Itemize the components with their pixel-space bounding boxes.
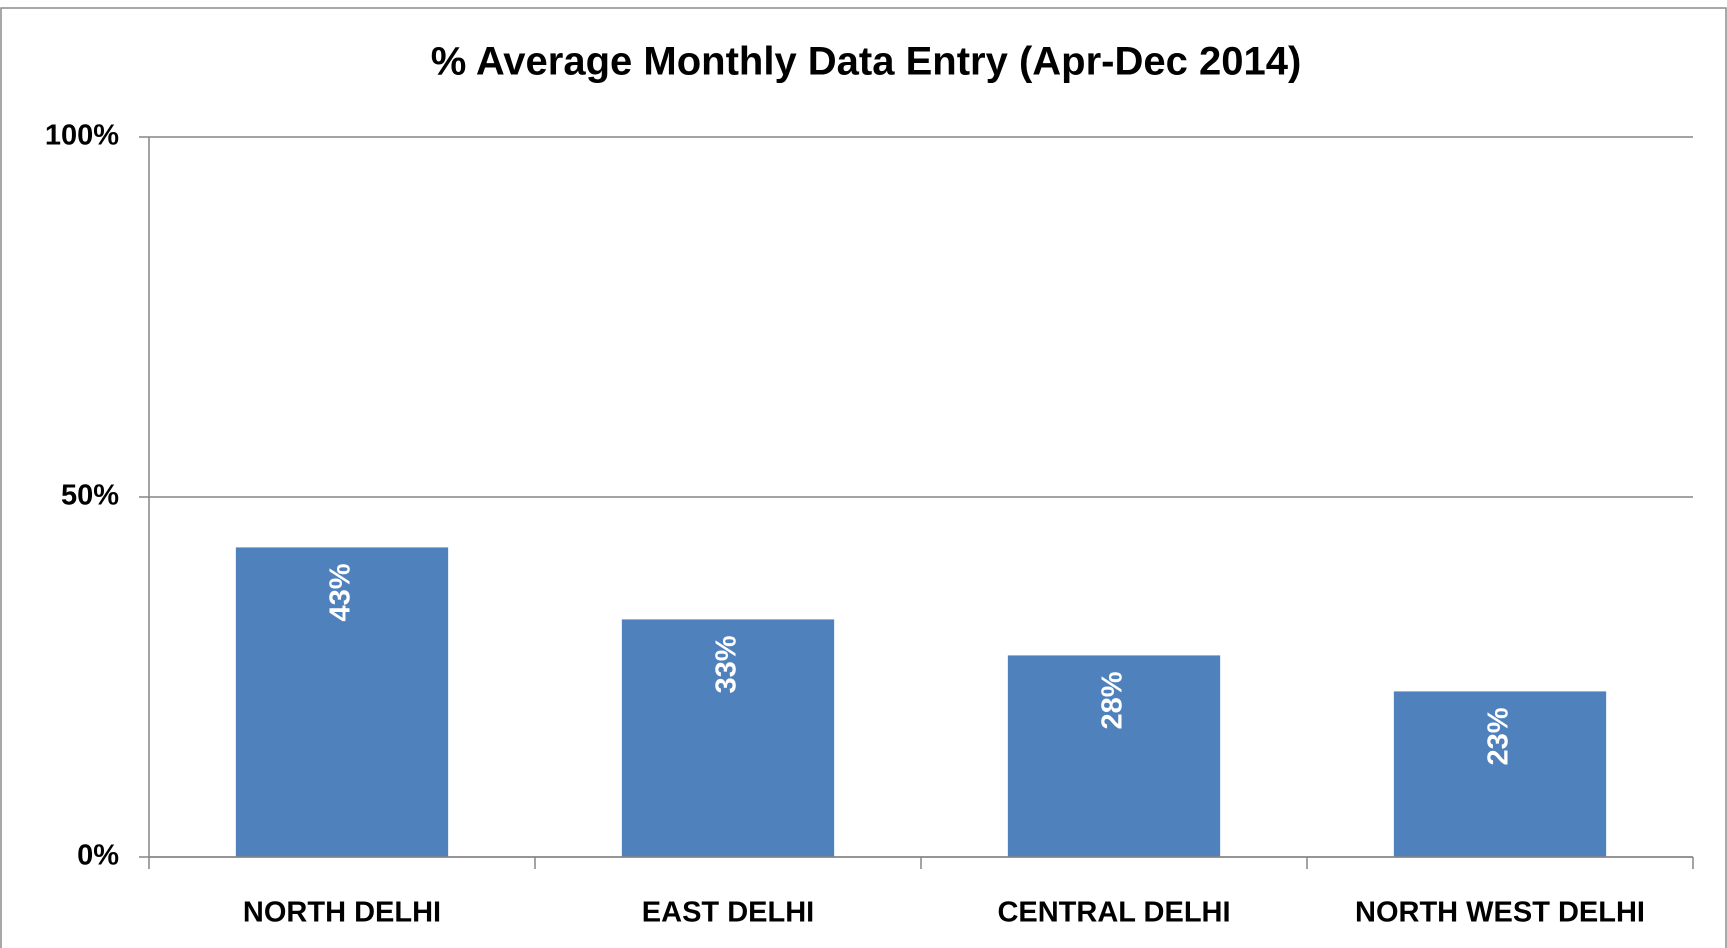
bar — [1393, 691, 1607, 857]
x-tick-label: CENTRAL DELHI — [997, 897, 1230, 929]
bar — [235, 547, 449, 857]
bar — [621, 619, 835, 857]
value-label: 23% — [1483, 707, 1515, 765]
y-tick-label: 50% — [61, 480, 119, 512]
value-label: 43% — [325, 563, 357, 621]
x-tick-label: EAST DELHI — [642, 897, 814, 929]
value-label: 33% — [711, 635, 743, 693]
y-tick-label: 100% — [45, 120, 119, 152]
x-tick-label: NORTH DELHI — [243, 897, 441, 929]
chart-title: % Average Monthly Data Entry (Apr-Dec 20… — [431, 40, 1302, 84]
x-tick-label: NORTH WEST DELHI — [1355, 897, 1645, 929]
bar — [1007, 655, 1221, 857]
value-label: 28% — [1097, 671, 1129, 729]
y-tick-label: 0% — [77, 840, 119, 872]
